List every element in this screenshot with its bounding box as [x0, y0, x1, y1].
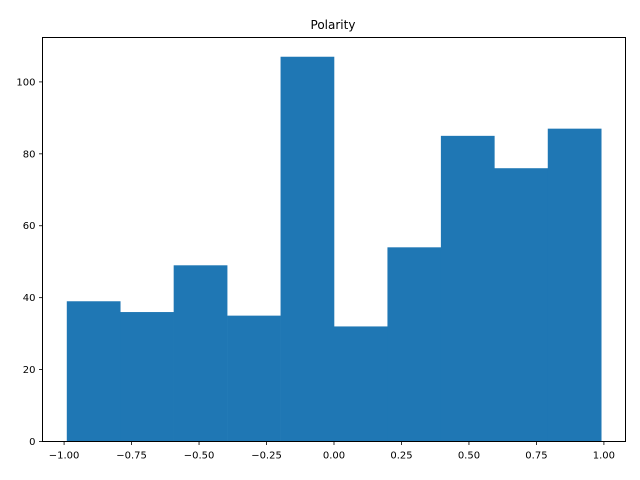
x-tick-label: 1.00	[593, 451, 615, 462]
histogram-bar	[66, 301, 121, 442]
y-tick-label: 20	[23, 365, 36, 376]
x-tick-label: 0.50	[458, 451, 480, 462]
y-tick-label: 40	[23, 293, 36, 304]
y-tick-label: 80	[23, 149, 36, 160]
y-axis: 0 20 40 60 80 100	[16, 77, 43, 448]
x-axis: −1.00 −0.75 −0.50 −0.25 0.00 0.25 0.50 0.75 1.00	[49, 441, 615, 462]
histogram-bar	[547, 128, 602, 442]
histogram-bar	[334, 326, 388, 442]
y-tick-label: 0	[29, 437, 35, 448]
histogram-bars	[66, 56, 602, 442]
x-tick-label: −1.00	[49, 451, 80, 462]
x-tick-label: −0.75	[116, 451, 147, 462]
histogram-bar	[440, 135, 495, 442]
histogram-bar	[173, 265, 228, 442]
x-tick-label: 0.25	[390, 451, 412, 462]
histogram-bar	[494, 168, 549, 442]
histogram-bar	[227, 315, 281, 442]
histogram-bar	[387, 247, 442, 442]
chart-title: Polarity	[311, 18, 356, 32]
x-tick-label: 0.00	[323, 451, 345, 462]
x-tick-label: −0.25	[251, 451, 282, 462]
plot-frame	[42, 37, 626, 442]
x-tick-label: −0.50	[184, 451, 215, 462]
histogram-bar	[280, 56, 335, 442]
y-tick-label: 60	[23, 221, 36, 232]
x-tick-label: 0.75	[525, 451, 547, 462]
y-tick-label: 100	[16, 77, 35, 88]
histogram-bar	[120, 312, 174, 442]
